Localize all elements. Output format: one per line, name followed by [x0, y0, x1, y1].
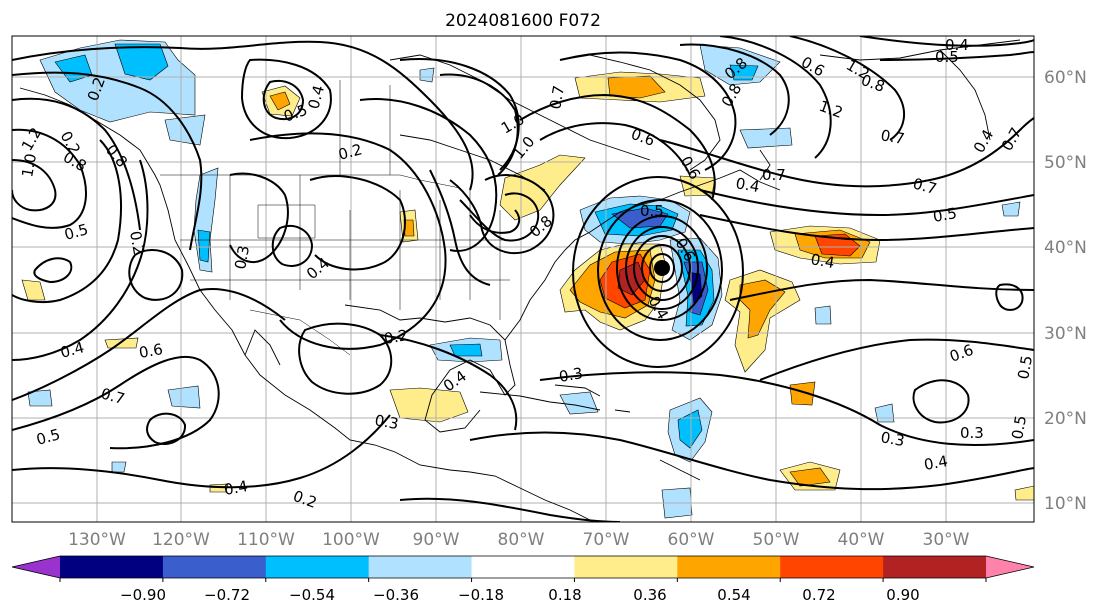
contour-label: 0.3 [373, 411, 400, 433]
lon-label: 130°W [68, 530, 126, 550]
lat-label: 50°N [1044, 153, 1087, 173]
colorbar-tick-labels: −0.90 −0.72 −0.54 −0.36 −0.18 0.18 0.36 … [120, 586, 920, 604]
lon-label: 40°W [838, 530, 885, 550]
storm-center-marker [654, 260, 670, 276]
lon-label: 30°W [923, 530, 970, 550]
colorbar-tick-label: −0.90 [120, 586, 166, 604]
contour-label: 0.2 [336, 140, 364, 164]
contour-label: 0.2 [126, 230, 148, 257]
colorbar-tick-label: −0.72 [204, 586, 250, 604]
contour-label: 0.5 [935, 48, 959, 66]
contour-label: 0.5 [640, 202, 664, 220]
lon-label: 90°W [413, 530, 460, 550]
colorbar-tick-label: −0.18 [458, 586, 504, 604]
colorbar-tick-label: 0.18 [548, 586, 581, 604]
lon-label: 80°W [498, 530, 545, 550]
colorbar-segment [780, 556, 884, 578]
colorbar-tick-label: 0.36 [633, 586, 666, 604]
lon-label: 110°W [237, 530, 295, 550]
colorbar-segment [574, 556, 678, 578]
contour-label: 0.4 [58, 338, 86, 362]
contour-label: 0.5 [62, 220, 90, 244]
contour-lines [12, 36, 1034, 522]
contour-label: 1.0 [18, 152, 40, 179]
contour-label: 0.7 [99, 384, 127, 408]
map-panel: 0.2 0.5 0.4 0.2 0.2 1.0 0.7 1.0 0.8 1.2 … [11, 35, 1036, 523]
colorbar-segment [368, 556, 473, 578]
contour-label: 0.7 [762, 166, 786, 184]
lon-label: 70°W [583, 530, 630, 550]
colorbar-segment [883, 556, 987, 578]
contour-label: 0.7 [911, 174, 939, 198]
lat-label: 60°N [1044, 68, 1087, 88]
contour-label: 0.3 [879, 428, 906, 450]
contour-label: 0.6 [138, 340, 165, 362]
colorbar-tick-label: 0.72 [802, 586, 835, 604]
colorbar-segment [677, 556, 781, 578]
colorbar-tick-label: 0.54 [717, 586, 750, 604]
contour-label: 0.4 [923, 452, 950, 474]
colorbar-tick-label: −0.36 [373, 586, 419, 604]
longitude-labels: 130°W 120°W 110°W 100°W 90°W 80°W 70°W 6… [68, 530, 970, 550]
contour-label: 0.4 [945, 36, 969, 54]
lat-label: 20°N [1044, 409, 1087, 429]
contour-label: 0.3 [960, 424, 984, 442]
hurricane-contours [572, 176, 744, 368]
lon-label: 120°W [152, 530, 210, 550]
colorbar-tick-label: 0.90 [886, 586, 919, 604]
lon-label: 50°W [753, 530, 800, 550]
contour-label: 0.5 [932, 204, 959, 226]
lat-label: 10°N [1044, 494, 1087, 514]
lat-label: 40°N [1044, 238, 1087, 258]
lon-label: 100°W [322, 530, 380, 550]
colorbar-extend-max [986, 556, 1034, 578]
contour-label: 0.5 [34, 425, 62, 449]
contour-label: 0.4 [223, 477, 250, 499]
colorbar-segment [265, 556, 370, 578]
contour-label: 0.3 [558, 364, 585, 386]
contour-label: 0.4 [809, 250, 836, 272]
colorbar-segment [60, 556, 164, 578]
latitude-labels: 60°N 50°N 40°N 30°N 20°N 10°N [1044, 68, 1087, 514]
contour-label: 0.4 [734, 174, 761, 196]
colorbar-segment [162, 556, 267, 578]
colorbar-extend-min [12, 556, 60, 578]
contour-label: 0.7 [546, 84, 568, 111]
colorbar [11, 555, 1035, 582]
map-title: 2024081600 F072 [445, 11, 601, 31]
contour-label: 0.5 [1008, 414, 1030, 441]
lat-label: 30°N [1044, 324, 1087, 344]
contour-label: 0.2 [383, 326, 410, 348]
colorbar-tick-label: −0.54 [289, 586, 335, 604]
lon-label: 60°W [668, 530, 715, 550]
contour-label: 0.4 [304, 83, 328, 111]
contour-label: 0.3 [231, 244, 253, 271]
contour-label: 0.5 [1014, 354, 1036, 381]
contour-label: 0.7 [879, 126, 906, 148]
colorbar-segment [471, 556, 575, 578]
